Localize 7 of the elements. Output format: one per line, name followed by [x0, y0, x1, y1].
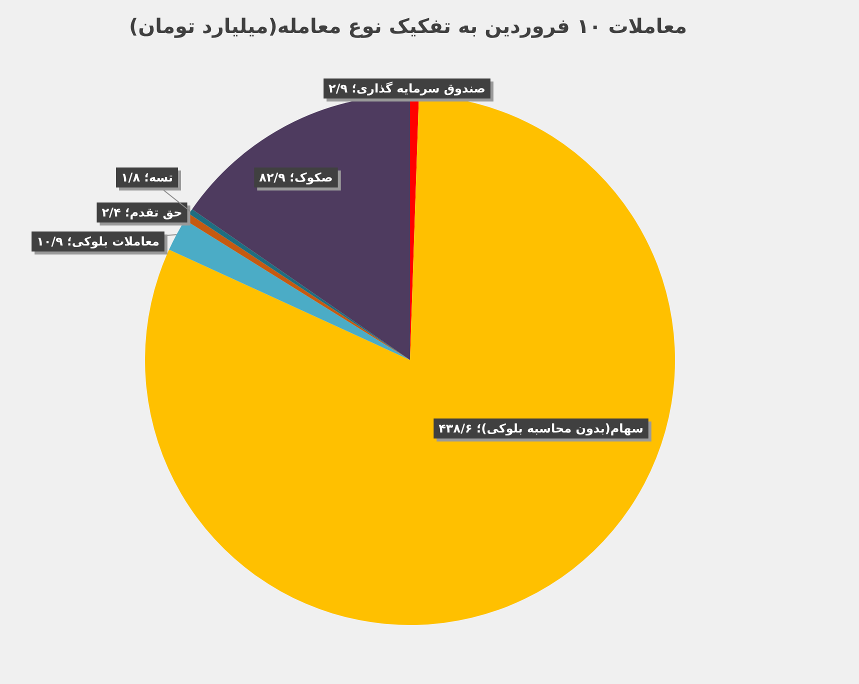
slice-label: حق تقدم؛ ۲/۴: [102, 206, 182, 220]
slice-label: تسه؛ ۱/۸: [120, 170, 174, 184]
slice-label: معاملات بلوکی؛ ۱۰/۹: [36, 234, 160, 248]
slice-label: صندوق سرمایه گذاری؛ ۲/۹: [328, 82, 486, 96]
slice-label: صکوک؛ ۸۲/۹: [259, 170, 333, 184]
slice-label: سهام(بدون محاسبه بلوکی)؛ ۴۳۸/۶: [438, 422, 644, 436]
chart-title: معاملات ۱۰ فروردین به تفکیک نوع معامله(میلیارد تومان): [128, 14, 688, 38]
